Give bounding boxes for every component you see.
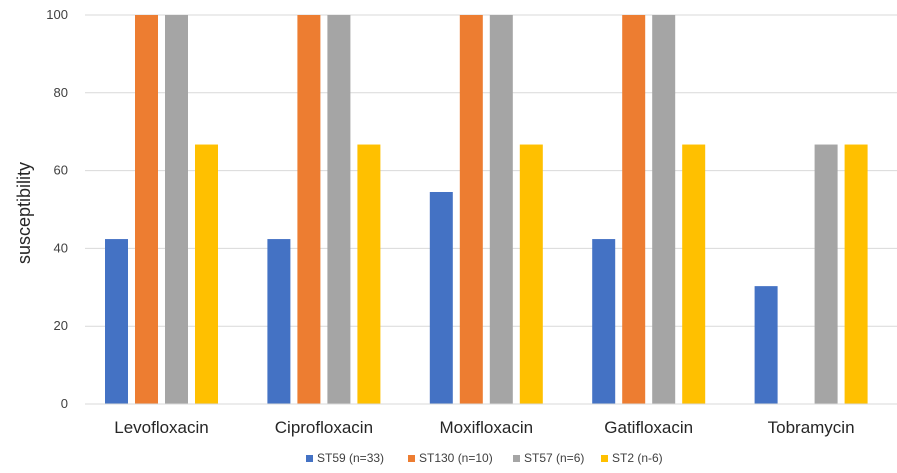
y-tick-label: 20 [54,318,68,333]
x-axis-category-labels: Levofloxacin Ciprofloxacin Moxifloxacin Gat… [114,418,854,437]
bar [429,191,453,404]
x-category-label: Levofloxacin [114,418,209,437]
y-axis-tick-labels: 0 20 40 60 80 100 [46,7,68,411]
bar [165,15,188,404]
legend: ST59 (n=33) ST130 (n=10) ST57 (n=6) ST2 (n-… [306,451,663,465]
y-tick-label: 60 [54,163,68,178]
bar [357,144,381,405]
bar [489,15,513,404]
bar [519,144,543,405]
x-category-label: Ciprofloxacin [275,418,373,437]
legend-label: ST57 (n=6) [524,451,584,465]
bar [267,239,291,404]
y-tick-label: 100 [46,7,68,22]
bar [195,144,218,405]
legend-label: ST2 (n-6) [612,451,663,465]
y-tick-label: 80 [54,85,68,100]
legend-swatch [408,455,415,462]
bar [592,239,616,404]
legend-label: ST130 (n=10) [419,451,493,465]
bar [844,144,868,405]
y-tick-label: 0 [61,396,68,411]
bar [622,15,646,404]
bar [652,15,676,404]
bars [105,15,868,405]
bar [297,15,321,404]
x-category-label: Gatifloxacin [604,418,693,437]
bar [327,15,351,404]
bar [135,15,158,404]
bar [682,144,706,405]
bar [814,144,838,405]
x-category-label: Moxifloxacin [440,418,534,437]
legend-swatch [513,455,520,462]
legend-swatch [601,455,608,462]
x-category-label: Tobramycin [768,418,855,437]
bar [105,239,128,404]
legend-swatch [306,455,313,462]
bar [754,286,778,404]
bar [459,15,483,404]
y-axis-title: susceptibility [14,162,34,264]
y-tick-label: 40 [54,240,68,255]
legend-label: ST59 (n=33) [317,451,384,465]
